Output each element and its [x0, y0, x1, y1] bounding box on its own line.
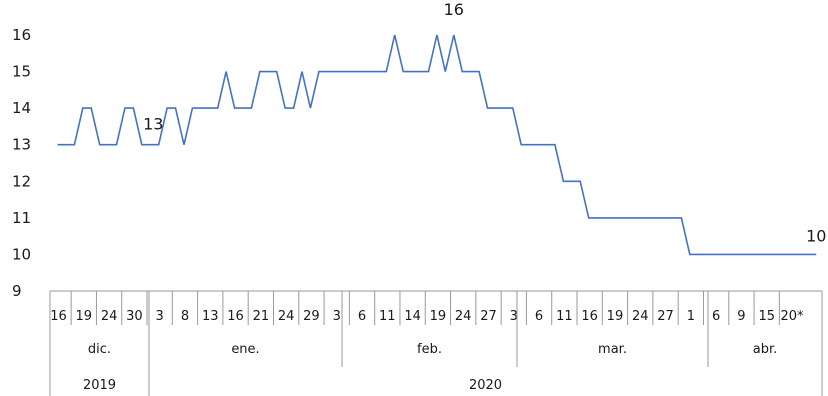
- data-label: 13: [143, 115, 163, 134]
- x-tick-label: 3: [333, 309, 341, 324]
- year-label: 2020: [469, 378, 502, 393]
- data-labels: 13 16 10: [143, 0, 826, 245]
- series-line: [57, 34, 817, 256]
- x-axis: 16 19 24 30 3 8 13 16 21 24 29 3 6 11 14 19 24 27 3 6 11 16 19…: [49, 290, 823, 396]
- y-tick-label: 16: [12, 26, 31, 44]
- x-tick-label: 19: [607, 309, 624, 324]
- data-label: 16: [444, 0, 464, 19]
- x-tick-label: 21: [253, 309, 270, 324]
- x-tick-label: 24: [455, 309, 472, 324]
- x-tick-label: 13: [202, 309, 219, 324]
- x-tick-label: 24: [632, 309, 649, 324]
- x-tick-label: 27: [480, 309, 497, 324]
- x-tick-label: 16: [50, 309, 67, 324]
- x-tick-label: 6: [535, 309, 543, 324]
- month-label: mar.: [598, 342, 627, 357]
- y-tick-label: 11: [12, 209, 31, 227]
- month-label: ene.: [231, 342, 259, 357]
- x-tick-label: 3: [510, 309, 518, 324]
- x-tick-label: 30: [126, 309, 143, 324]
- x-tick-label: 20*: [780, 309, 804, 324]
- y-axis-ticks: 9 10 11 12 13 14 15 16: [12, 26, 31, 300]
- month-label: abr.: [753, 342, 778, 357]
- x-tick-label: 24: [101, 309, 118, 324]
- x-tick-label: 24: [278, 309, 295, 324]
- x-tick-label: 15: [758, 309, 775, 324]
- y-tick-label: 15: [12, 63, 31, 81]
- x-tick-label: 11: [556, 309, 573, 324]
- data-label: 10: [806, 226, 826, 245]
- y-tick-label: 14: [12, 99, 31, 117]
- y-tick-label: 9: [12, 282, 22, 300]
- x-tick-label: 6: [358, 309, 366, 324]
- x-tick-label: 6: [712, 309, 720, 324]
- y-tick-label: 10: [12, 245, 31, 263]
- x-tick-label: 11: [379, 309, 396, 324]
- year-label: 2019: [83, 378, 116, 393]
- month-label: feb.: [417, 342, 442, 357]
- y-tick-label: 13: [12, 136, 31, 154]
- x-tick-label: 16: [581, 309, 598, 324]
- month-label: dic.: [88, 342, 111, 357]
- x-tick-label: 27: [657, 309, 674, 324]
- x-tick-label: 9: [737, 309, 745, 324]
- y-tick-label: 12: [12, 172, 31, 190]
- x-tick-label: 19: [76, 309, 93, 324]
- x-tick-label: 14: [404, 309, 421, 324]
- x-tick-label: 19: [430, 309, 447, 324]
- x-tick-label: 16: [227, 309, 244, 324]
- x-tick-label: 8: [181, 309, 189, 324]
- x-tick-label: 1: [687, 309, 695, 324]
- x-tick-label: 3: [156, 309, 164, 324]
- x-tick-label: 29: [303, 309, 320, 324]
